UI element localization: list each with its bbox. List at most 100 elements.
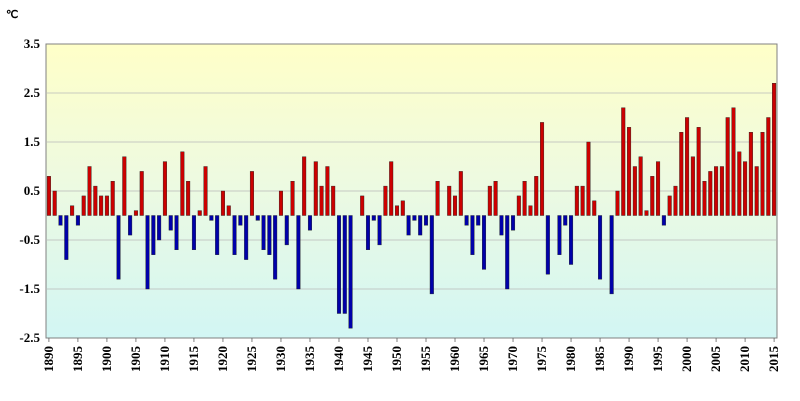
bar-1989	[621, 107, 626, 216]
bar-1918	[209, 215, 214, 221]
bar-1933	[296, 215, 301, 290]
x-tick-label: 1925	[244, 346, 259, 373]
bar-1926	[255, 215, 260, 221]
x-tick-label: 2010	[737, 346, 752, 372]
x-tick-label: 1990	[621, 346, 636, 372]
bar-1959	[447, 185, 452, 216]
bar-1936	[313, 161, 318, 216]
bar-1891	[52, 190, 57, 216]
bar-1972	[522, 180, 527, 216]
bar-1950	[395, 205, 400, 216]
x-tick-label: 1920	[215, 346, 230, 372]
x-tick-label: 1910	[157, 346, 172, 372]
bar-1932	[290, 180, 295, 216]
bar-2004	[708, 171, 713, 216]
bar-1925	[249, 171, 254, 216]
bar-1902	[116, 215, 121, 280]
bar-1928	[267, 215, 272, 255]
bar-1953	[412, 215, 417, 221]
bars	[46, 82, 777, 329]
x-tick-label: 2015	[766, 346, 781, 373]
bar-1979	[563, 215, 568, 226]
bar-1911	[168, 215, 173, 231]
bar-1905	[133, 210, 138, 216]
bar-1938	[325, 166, 330, 216]
bar-1982	[580, 185, 585, 216]
bar-1951	[400, 200, 405, 216]
bar-1944	[360, 195, 365, 216]
bar-1900	[104, 195, 109, 216]
bar-1998	[673, 185, 678, 216]
unit-label: ℃	[6, 9, 18, 21]
bar-1916	[197, 210, 202, 216]
bar-1994	[650, 176, 655, 216]
bar-1908	[151, 215, 156, 255]
y-axis-ticks: 3.5 2.5 1.5 0.5 -0.5 -1.5 -2.5	[19, 36, 40, 345]
y-tick-label: 1.5	[24, 134, 41, 149]
bar-1920	[220, 190, 225, 216]
bar-1990	[627, 127, 632, 216]
bar-2012	[754, 166, 759, 216]
bar-1996	[661, 215, 666, 226]
bar-1980	[569, 215, 574, 265]
bar-1965	[482, 215, 487, 270]
bar-1924	[244, 215, 249, 260]
bar-1940	[336, 215, 341, 314]
x-tick-label: 1955	[418, 346, 433, 373]
bar-1985	[598, 215, 603, 280]
bar-1952	[406, 215, 411, 236]
bar-1892	[58, 215, 63, 226]
bar-2002	[696, 127, 701, 216]
bar-1898	[93, 185, 98, 216]
bar-1975	[540, 122, 545, 216]
x-tick-label: 1890	[41, 346, 56, 372]
bar-1941	[342, 215, 347, 314]
bar-1967	[493, 180, 498, 216]
bar-1913	[180, 151, 185, 216]
bar-1907	[145, 215, 150, 290]
bar-2001	[690, 156, 695, 216]
y-tick-label: -1.5	[19, 281, 40, 296]
bar-1935	[307, 215, 312, 231]
bar-1966	[487, 185, 492, 216]
bar-1997	[667, 195, 672, 216]
x-tick-label: 1970	[505, 346, 520, 372]
bar-1983	[586, 141, 591, 216]
x-axis-ticks: 1890 1895 1900 1905 1910 1915 1920 1925 1930 1935…	[41, 338, 781, 372]
bar-1964	[476, 215, 481, 226]
bar-1899	[99, 195, 104, 216]
y-tick-label: 2.5	[24, 85, 41, 100]
x-tick-label: 1945	[360, 346, 375, 373]
bar-1929	[273, 215, 278, 280]
bar-1934	[302, 156, 307, 216]
bar-2007	[725, 117, 730, 216]
bar-1942	[348, 215, 353, 329]
bar-1971	[516, 195, 521, 216]
bar-2013	[760, 131, 765, 216]
y-tick-label: 0.5	[24, 183, 41, 198]
bar-1947	[377, 215, 382, 246]
bar-1978	[557, 215, 562, 255]
x-tick-label: 1900	[99, 346, 114, 372]
bar-1893	[64, 215, 69, 260]
bar-2008	[731, 107, 736, 216]
bar-1895	[75, 215, 80, 226]
bar-1956	[429, 215, 434, 295]
x-tick-label: 1975	[534, 346, 549, 373]
bar-1946	[371, 215, 376, 221]
bar-1901	[110, 180, 115, 216]
bar-1897	[87, 166, 92, 216]
bar-2009	[737, 151, 742, 216]
bar-1914	[186, 180, 191, 216]
x-tick-label: 1930	[273, 346, 288, 372]
x-tick-label: 1965	[476, 346, 491, 373]
x-tick-label: 1995	[650, 346, 665, 373]
bar-1993	[644, 210, 649, 216]
bar-1923	[238, 215, 243, 226]
y-tick-label: -2.5	[19, 330, 40, 345]
bar-1968	[499, 215, 504, 236]
bar-1912	[174, 215, 179, 250]
bar-1957	[435, 180, 440, 216]
